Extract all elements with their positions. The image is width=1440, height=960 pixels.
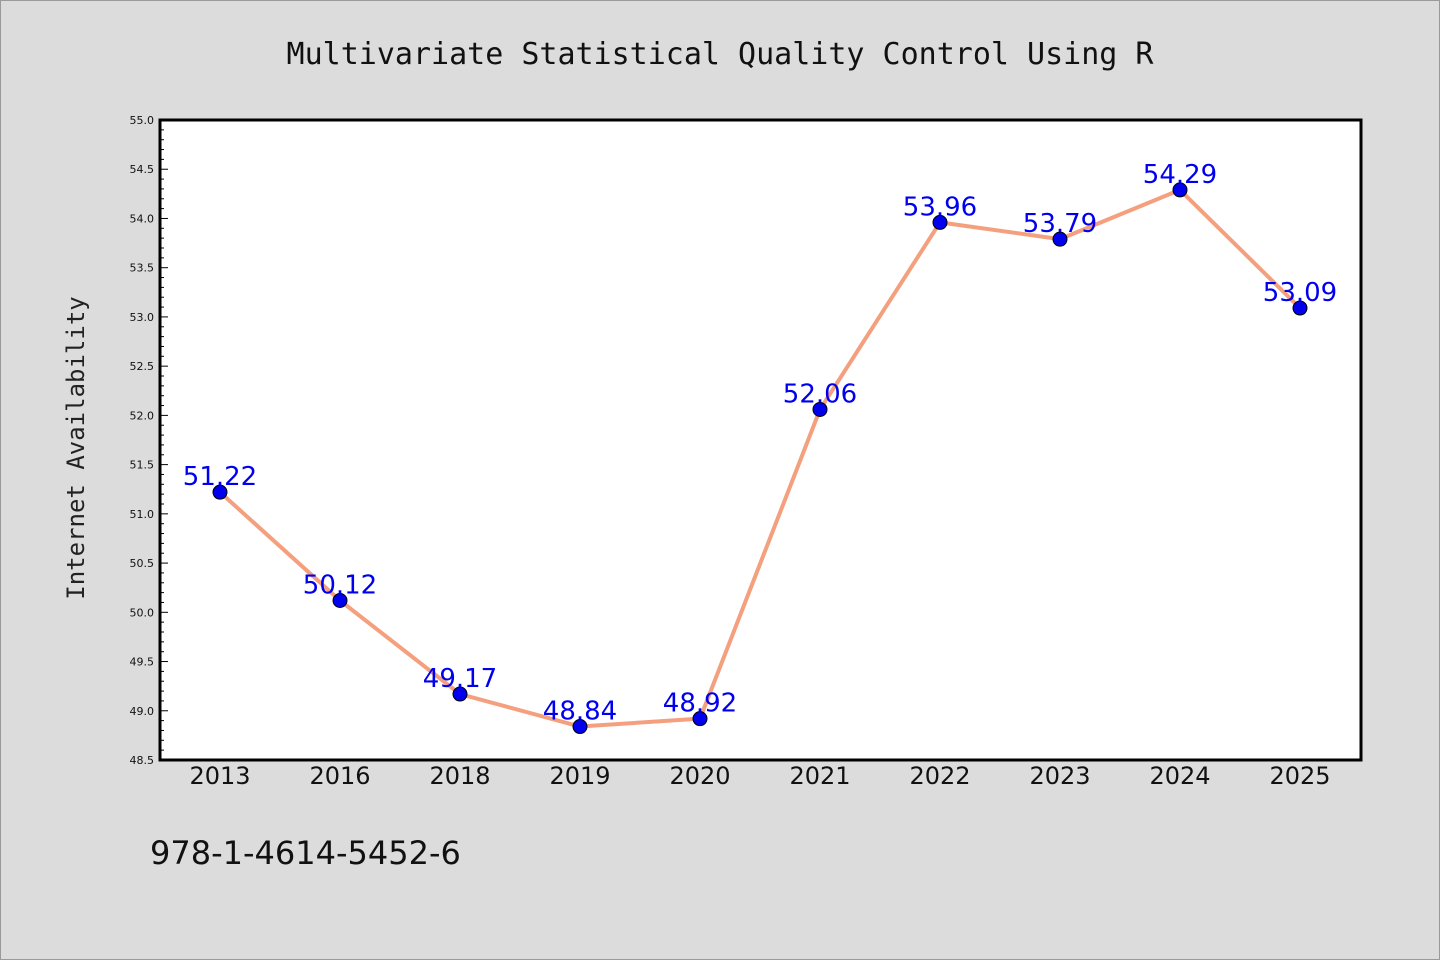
data-point bbox=[932, 214, 948, 230]
data-label: 53.79 bbox=[1023, 209, 1097, 239]
y-tick-label: 55.0 bbox=[130, 114, 155, 127]
y-tick-label: 52.0 bbox=[130, 409, 155, 422]
series-line bbox=[218, 187, 1302, 729]
plot-area bbox=[160, 120, 1361, 760]
y-tick-label: 51.5 bbox=[130, 459, 155, 472]
data-label: 48.84 bbox=[543, 697, 617, 727]
data-point bbox=[332, 592, 348, 608]
chart-title: Multivariate Statistical Quality Control… bbox=[287, 37, 1155, 72]
plot-border bbox=[158, 118, 1363, 762]
data-label: 54.29 bbox=[1143, 160, 1217, 190]
x-tick-label: 2023 bbox=[1029, 762, 1090, 790]
data-label: 53.09 bbox=[1263, 278, 1337, 308]
data-point bbox=[572, 719, 588, 735]
y-tick-label: 51.0 bbox=[130, 508, 155, 521]
y-tick-label: 49.0 bbox=[130, 705, 155, 718]
x-tick-label: 2016 bbox=[309, 762, 370, 790]
x-tick-label: 2021 bbox=[789, 762, 850, 790]
y-axis-label: Internet Availability bbox=[62, 296, 90, 599]
y-tick-label: 52.5 bbox=[130, 360, 155, 373]
x-tick-label: 2020 bbox=[669, 762, 730, 790]
data-point bbox=[692, 711, 708, 727]
y-tick-label: 53.5 bbox=[130, 262, 155, 275]
data-point bbox=[1052, 231, 1068, 247]
data-markers bbox=[212, 182, 1308, 735]
y-tick-label: 50.5 bbox=[130, 557, 155, 570]
x-tick-label: 2024 bbox=[1149, 762, 1210, 790]
data-point bbox=[212, 484, 228, 500]
x-tick-label: 2018 bbox=[429, 762, 490, 790]
data-label: 51.22 bbox=[183, 462, 257, 492]
y-tick-label: 49.5 bbox=[130, 656, 155, 669]
x-tick-label: 2025 bbox=[1269, 762, 1330, 790]
data-point bbox=[1292, 300, 1308, 316]
y-tick-label: 53.0 bbox=[130, 311, 155, 324]
x-axis-ticks: 2013 2016 2018 2019 2020 2021 2022 2023 2024 2025 bbox=[189, 762, 1330, 790]
y-axis-ticks: 48.5 49.0 49.5 50.0 50.5 51.0 51.5 52.0 52.5 53.0… bbox=[130, 114, 168, 767]
y-tick-label: 54.0 bbox=[130, 212, 155, 225]
data-point bbox=[1172, 182, 1188, 198]
isbn-text: 978-1-4614-5452-6 bbox=[150, 834, 461, 872]
data-label: 53.96 bbox=[903, 192, 977, 222]
y-tick-label: 50.0 bbox=[130, 606, 155, 619]
data-labels: 51.22 50.12 49.17 48.84 48.92 52.06 53.96 53.79… bbox=[183, 160, 1337, 727]
x-tick-label: 2013 bbox=[189, 762, 250, 790]
data-label: 52.06 bbox=[783, 379, 857, 409]
data-label: 50.12 bbox=[303, 570, 377, 600]
x-tick-label: 2022 bbox=[909, 762, 970, 790]
y-tick-label: 48.5 bbox=[130, 754, 155, 767]
data-point bbox=[452, 686, 468, 702]
data-label: 48.92 bbox=[663, 689, 737, 719]
x-tick-label: 2019 bbox=[549, 762, 610, 790]
data-point bbox=[812, 401, 828, 417]
y-tick-label: 54.5 bbox=[130, 163, 155, 176]
data-label: 49.17 bbox=[423, 664, 497, 694]
